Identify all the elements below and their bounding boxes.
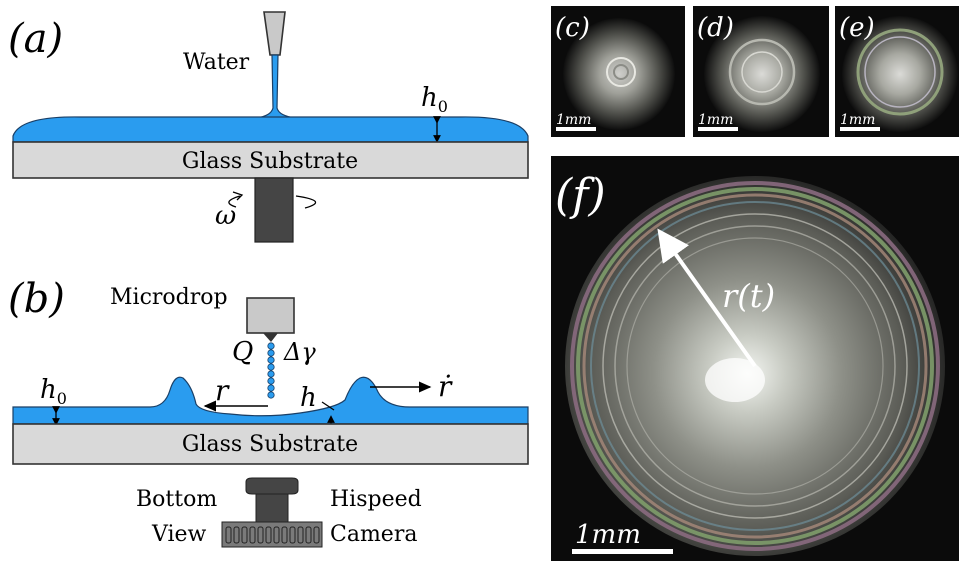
rotation-arrowhead-icon [232,191,244,201]
view-label: View [151,522,207,547]
h-tick [321,401,335,411]
water-label: Water [183,50,250,75]
radius-arrow [657,228,757,368]
photo-c-scale-label: 1mm [556,112,591,128]
radius-label: r(t) [722,277,775,315]
dispenser-tip [263,333,278,342]
bottom-label: Bottom [136,487,217,512]
photo-f: r(t) (f) 1mm [551,156,959,561]
photo-d: (d) 1mm [693,6,829,137]
h0-label: h0 [421,83,448,116]
photo-e-inner-ring [864,36,936,108]
photo-d-scale-label: 1mm [698,112,733,128]
h-label: h [300,383,317,413]
photo-c-label: (c) [555,13,590,43]
panel-b-label: (b) [8,276,65,322]
glass-substrate-b [12,423,529,465]
photo-d-inner-ring [741,51,783,93]
omega-label: ω [215,201,236,231]
nozzle-icon [263,11,286,56]
rotation-arrow-right [295,195,317,209]
dispenser-head [246,297,295,334]
rdot-label: ṙ [438,370,453,403]
microdrop-label: Microdrop [110,285,228,310]
photo-c-scale-bar [556,127,596,131]
photo-e-scale-bar [840,127,880,131]
photo-f-label: (f) [555,170,606,221]
substrate-label-b: Glass Substrate [182,432,358,457]
photo-e-label: (e) [839,13,875,43]
h0-label-b: h0 [40,375,67,408]
photo-f-highlight [705,358,765,402]
photo-c-ring [606,57,636,87]
substrate-label: Glass Substrate [182,149,358,174]
photo-d-label: (d) [697,13,734,43]
rotation-arrow-left [228,195,241,208]
r-label: r [215,374,230,407]
photo-c: (c) 1mm [551,6,685,137]
photo-c-inner-ring [613,64,629,80]
water-jet [255,54,297,119]
photo-d-ring [728,38,796,106]
q-label: Q [232,337,253,367]
hispeed-label: Hispeed [330,487,422,512]
photo-e: (e) 1mm [835,6,959,137]
photo-c-glow [563,18,675,130]
panel-b: (b) Microdrop Q Δγ h0 r h ṙ Glass Substr… [8,276,529,548]
photo-e-scale-label: 1mm [840,112,875,128]
spinner-shaft [254,177,294,243]
photo-e-ring [856,28,944,116]
photo-f-interference-rings [570,181,940,551]
dgamma-label: Δγ [283,338,316,366]
panel-a: (a) Water h0 Glass Substrate ω [8,11,529,243]
thinning-film [12,376,529,425]
camera-label: Camera [330,522,417,547]
photo-d-glow [704,16,820,132]
droplet-stream [267,342,275,399]
photo-d-scale-bar [698,127,738,131]
liquid-film [12,116,529,143]
photo-f-scale-label: 1mm [575,520,641,550]
camera-icon [221,477,323,548]
photo-f-scale-bar [572,549,673,554]
panel-a-label: (a) [8,16,63,62]
